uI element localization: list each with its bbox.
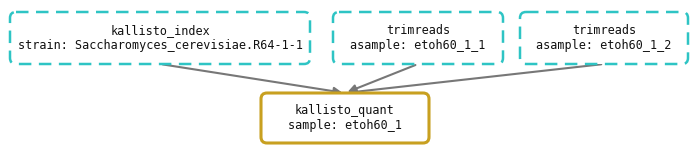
Text: trimreads
asample: etoh60_1_1: trimreads asample: etoh60_1_1 [351, 24, 486, 52]
FancyBboxPatch shape [10, 12, 310, 64]
Text: trimreads
asample: etoh60_1_2: trimreads asample: etoh60_1_2 [536, 24, 671, 52]
FancyBboxPatch shape [520, 12, 688, 64]
Text: kallisto_index
strain: Saccharomyces_cerevisiae.R64-1-1: kallisto_index strain: Saccharomyces_cer… [17, 24, 302, 52]
Text: kallisto_quant
sample: etoh60_1: kallisto_quant sample: etoh60_1 [288, 104, 402, 132]
FancyBboxPatch shape [333, 12, 503, 64]
FancyBboxPatch shape [261, 93, 429, 143]
